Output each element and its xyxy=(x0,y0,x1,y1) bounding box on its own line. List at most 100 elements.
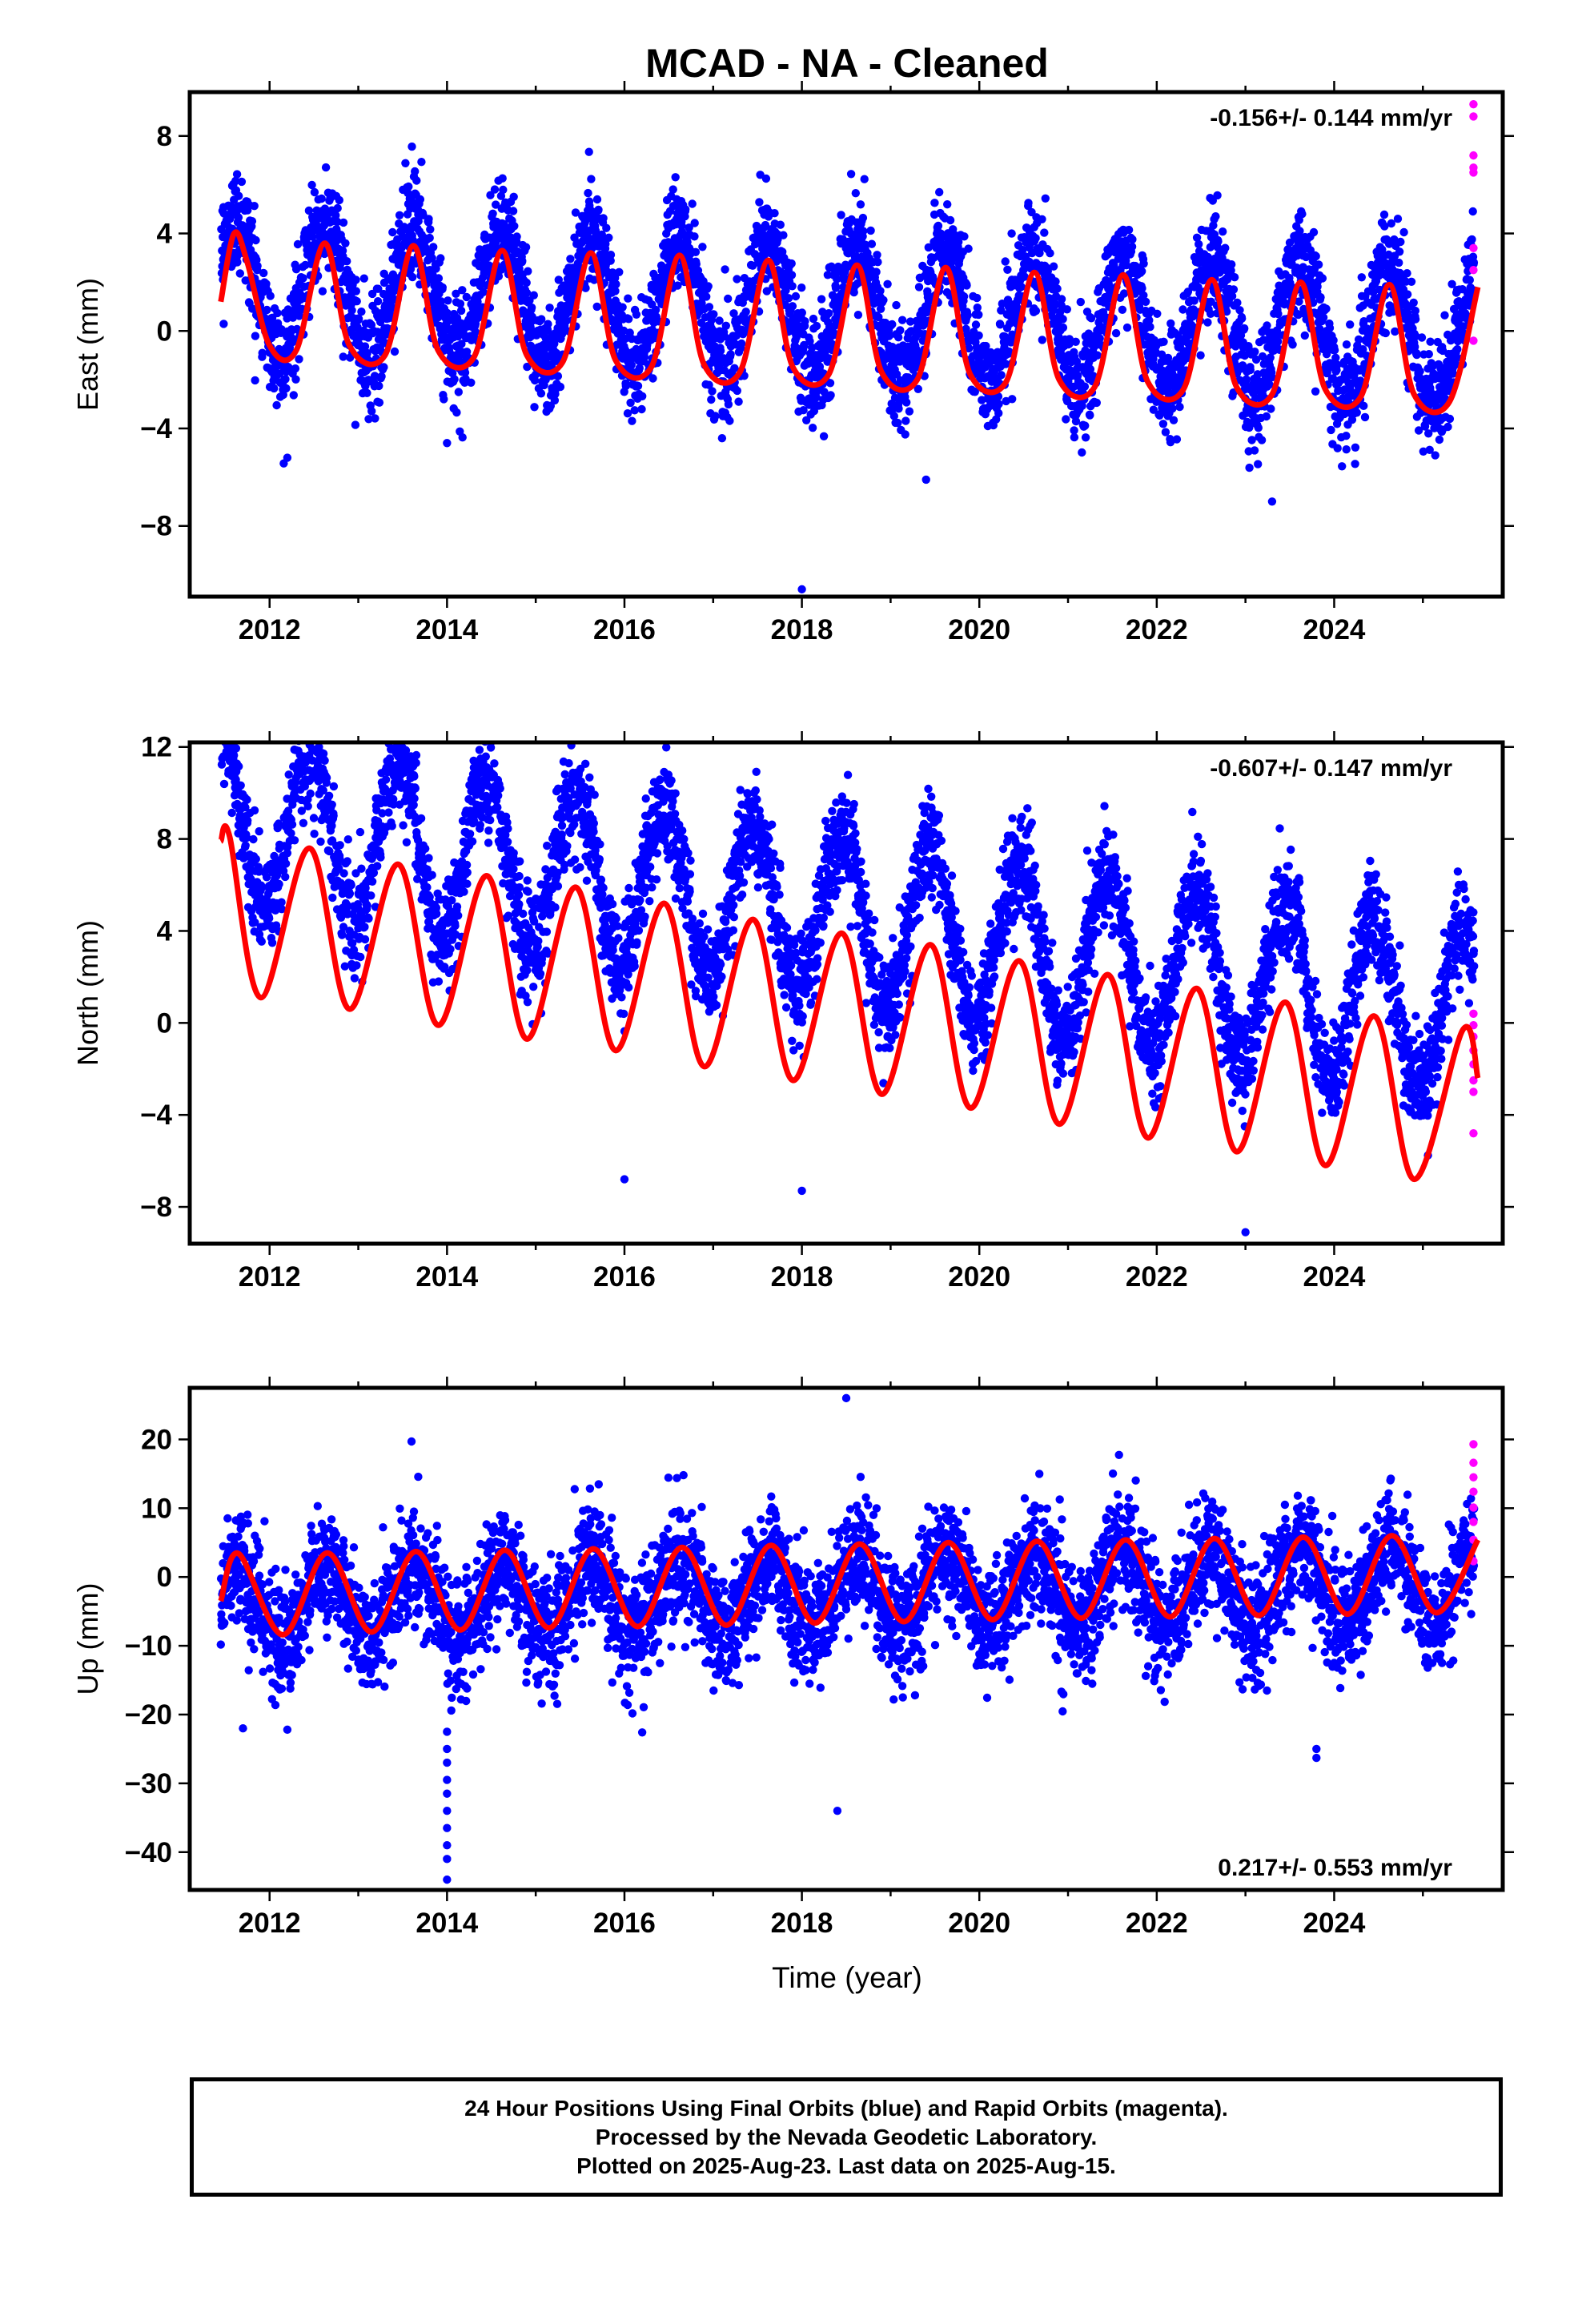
final-orbit-point xyxy=(601,239,610,248)
final-orbit-point xyxy=(892,370,901,379)
final-orbit-point xyxy=(1342,340,1351,349)
final-orbit-point xyxy=(499,185,508,195)
final-orbit-point xyxy=(295,355,303,364)
final-orbit-point xyxy=(1288,340,1297,349)
final-orbit-point xyxy=(894,404,903,413)
final-orbit-point xyxy=(1118,305,1127,314)
final-orbit-point xyxy=(627,360,636,369)
final-orbit-point xyxy=(341,239,350,247)
final-orbit-point xyxy=(787,271,797,279)
final-orbit-point xyxy=(275,879,283,889)
final-orbit-point xyxy=(321,163,331,172)
final-orbit-point xyxy=(1395,247,1404,256)
final-orbit-point xyxy=(1003,265,1012,274)
final-orbit-point xyxy=(1267,497,1277,506)
final-orbit-point xyxy=(720,332,729,341)
final-orbit-point xyxy=(1214,237,1223,246)
final-orbit-point xyxy=(1327,425,1335,435)
final-orbit-point xyxy=(888,320,897,329)
final-orbit-point xyxy=(262,279,271,288)
final-orbit-point xyxy=(498,174,507,183)
final-orbit-point xyxy=(879,296,888,304)
final-orbit-point xyxy=(257,883,267,892)
final-orbit-point xyxy=(1322,304,1331,313)
final-orbit-point xyxy=(1379,210,1389,219)
final-orbit-point xyxy=(219,717,227,725)
final-orbit-point xyxy=(450,375,459,384)
final-orbit-point xyxy=(853,311,863,320)
final-orbit-point xyxy=(1119,289,1129,298)
final-orbit-point xyxy=(307,730,315,738)
final-orbit-point xyxy=(935,187,944,197)
final-orbit-point xyxy=(303,730,311,738)
final-orbit-point xyxy=(1159,337,1168,346)
final-orbit-point xyxy=(282,384,291,393)
final-orbit-point xyxy=(307,724,315,732)
final-orbit-point xyxy=(412,176,421,185)
final-orbit-point xyxy=(994,400,1003,408)
final-orbit-point xyxy=(1196,351,1205,360)
rapid-orbit-point xyxy=(1469,151,1478,160)
final-orbit-point xyxy=(283,453,292,462)
final-orbit-point xyxy=(297,722,305,730)
final-orbit-point xyxy=(885,331,894,340)
final-orbit-point xyxy=(426,225,435,234)
final-orbit-point xyxy=(721,321,730,330)
final-orbit-point xyxy=(889,412,899,420)
final-orbit-point xyxy=(1298,210,1307,219)
final-orbit-point xyxy=(1346,320,1355,329)
x-tick-label: 2024 xyxy=(1303,1261,1366,1293)
final-orbit-point xyxy=(302,726,310,734)
final-orbit-point xyxy=(1086,314,1096,323)
final-orbit-point xyxy=(685,223,693,232)
final-orbit-point xyxy=(930,199,939,207)
final-orbit-point xyxy=(510,222,519,231)
final-orbit-point xyxy=(896,326,905,335)
final-orbit-point xyxy=(681,205,690,214)
final-orbit-point xyxy=(225,733,233,741)
final-orbit-point xyxy=(1095,334,1104,343)
final-orbit-point xyxy=(965,344,974,353)
final-orbit-point xyxy=(1058,323,1068,332)
x-tick-label: 2020 xyxy=(948,614,1010,645)
final-orbit-point xyxy=(1314,260,1323,269)
final-orbit-point xyxy=(648,374,657,383)
y-axis-label: East (mm) xyxy=(71,278,104,411)
final-orbit-point xyxy=(1316,293,1325,302)
rapid-orbit-point xyxy=(1469,100,1478,109)
final-orbit-point xyxy=(872,267,881,276)
final-orbit-point xyxy=(351,275,360,284)
final-orbit-point xyxy=(733,386,741,396)
final-orbit-point xyxy=(265,914,274,923)
y-tick-label: 8 xyxy=(157,824,172,855)
final-orbit-point xyxy=(825,379,835,388)
final-orbit-point xyxy=(733,275,741,283)
final-orbit-point xyxy=(831,283,841,292)
final-orbit-point xyxy=(299,724,307,732)
final-orbit-point xyxy=(1138,267,1146,275)
final-orbit-point xyxy=(1139,291,1148,300)
final-orbit-point xyxy=(894,333,903,342)
final-orbit-point xyxy=(702,292,711,301)
final-orbit-point xyxy=(1076,297,1086,307)
final-orbit-point xyxy=(1001,257,1010,266)
final-orbit-point xyxy=(231,713,239,721)
final-orbit-point xyxy=(440,395,448,404)
x-tick-label: 2016 xyxy=(593,614,656,645)
final-orbit-point xyxy=(1031,307,1041,316)
final-orbit-point xyxy=(992,415,1001,424)
final-orbit-point xyxy=(973,304,982,312)
final-orbit-point xyxy=(429,243,438,251)
final-orbit-point xyxy=(809,314,818,324)
final-orbit-point xyxy=(606,251,616,259)
final-orbit-point xyxy=(524,267,532,275)
final-orbit-point xyxy=(1070,426,1078,435)
final-orbit-point xyxy=(545,304,554,312)
final-orbit-point xyxy=(800,341,809,351)
final-orbit-point xyxy=(295,312,303,320)
rapid-orbit-point xyxy=(1469,336,1478,345)
final-orbit-point xyxy=(1424,350,1434,359)
final-orbit-point xyxy=(866,226,875,235)
final-orbit-point xyxy=(333,203,342,213)
final-orbit-point xyxy=(615,267,624,276)
